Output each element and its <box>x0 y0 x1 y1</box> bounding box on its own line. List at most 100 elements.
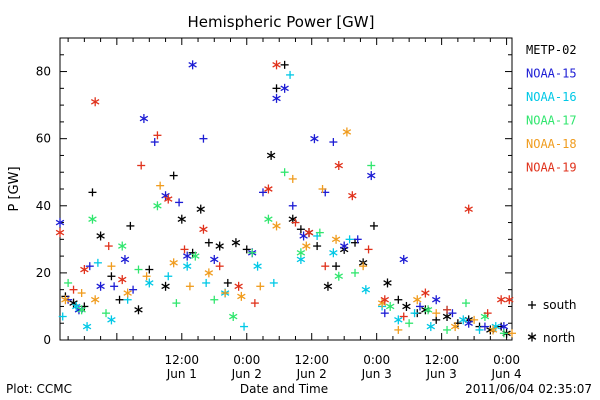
chart-title: Hemispheric Power [GW] <box>188 13 375 31</box>
data-point-north <box>96 281 105 291</box>
data-point-south <box>405 319 414 328</box>
data-point-south <box>172 299 181 308</box>
data-point-south <box>483 309 492 318</box>
data-point-north <box>339 241 349 251</box>
x-tick-date-label: Jun 1 <box>166 367 197 381</box>
x-tick-date-label: Jun 2 <box>231 367 262 381</box>
data-point-north <box>61 295 70 305</box>
data-point-north <box>329 248 338 258</box>
data-point-north <box>182 251 192 261</box>
data-point-north <box>77 305 86 315</box>
data-point-south <box>85 262 94 271</box>
data-point-south <box>110 282 119 291</box>
data-point-south <box>508 329 516 338</box>
data-point-north <box>215 241 224 251</box>
legend-south-marker <box>528 301 536 309</box>
data-point-north <box>334 271 344 281</box>
y-tick-label: 20 <box>36 266 51 280</box>
x-tick-time-label: 0:00 <box>493 353 520 367</box>
data-point-north <box>272 221 281 231</box>
data-point-north <box>402 301 411 311</box>
legend-entry: NOAA-16 <box>526 90 577 104</box>
data-point-south <box>499 329 508 338</box>
data-point-south <box>256 282 265 291</box>
legend-entry: NOAA-15 <box>526 67 577 81</box>
data-point-south <box>169 171 178 180</box>
legend-entry: METP-02 <box>526 43 577 57</box>
data-point-south <box>77 289 86 298</box>
data-point-south <box>153 131 162 140</box>
y-tick-label: 80 <box>36 65 51 79</box>
data-point-north <box>450 322 460 332</box>
data-point-north <box>264 214 273 224</box>
data-point-north <box>361 285 371 295</box>
legend-entry: NOAA-18 <box>526 137 577 151</box>
x-tick-time-label: 0:00 <box>233 353 260 367</box>
data-point-south <box>64 278 73 287</box>
data-point-south <box>126 221 135 230</box>
data-point-north <box>90 97 100 107</box>
data-point-south <box>175 198 184 207</box>
data-point-north <box>385 301 395 311</box>
data-point-south <box>359 262 368 271</box>
data-point-south <box>223 278 232 287</box>
data-point-south <box>399 312 408 321</box>
data-point-north <box>253 261 262 271</box>
data-point-south <box>185 282 194 291</box>
x-tick-date-label: Jun 2 <box>296 367 327 381</box>
data-point-north <box>399 254 408 264</box>
data-point-south <box>107 272 116 281</box>
data-point-north <box>55 228 65 238</box>
data-point-north <box>488 325 498 335</box>
plot-credit: Plot: CCMC <box>6 382 72 396</box>
data-point-south <box>461 299 470 308</box>
x-axis-label: Date and Time <box>240 382 328 396</box>
data-point-north <box>383 278 392 288</box>
data-point-north <box>90 295 100 305</box>
data-point-north <box>310 134 319 144</box>
data-point-north <box>96 231 105 241</box>
data-point-south <box>410 309 419 318</box>
data-point-south <box>69 285 78 294</box>
data-point-south <box>202 278 211 287</box>
data-point-south <box>250 299 259 308</box>
data-point-south <box>351 268 360 277</box>
data-point-north <box>82 322 92 332</box>
data-point-north <box>421 288 430 298</box>
data-point-south <box>180 245 189 254</box>
data-point-north <box>367 171 376 181</box>
data-point-south <box>369 221 378 230</box>
data-point-north <box>118 241 127 251</box>
x-tick-date-label: Jun 3 <box>426 367 457 381</box>
data-point-north <box>266 150 276 160</box>
data-point-south <box>288 201 297 210</box>
data-point-north <box>413 295 422 305</box>
data-point-north <box>145 278 154 288</box>
data-point-south <box>107 262 116 271</box>
data-point-north <box>182 261 192 271</box>
data-point-north <box>296 248 306 258</box>
data-point-north <box>426 322 436 332</box>
data-point-north <box>55 218 65 228</box>
data-point-south <box>221 289 230 298</box>
y-axis: 0 20 40 60 80 <box>36 37 512 347</box>
data-point-north <box>153 201 162 211</box>
data-point-south <box>288 174 297 183</box>
legend-north-label: north <box>543 331 575 345</box>
x-tick-time-label: 12:00 <box>164 353 199 367</box>
data-point-north <box>380 295 390 305</box>
data-point-south <box>332 262 341 271</box>
x-tick-date-label: Jun 4 <box>490 367 521 381</box>
data-point-south <box>88 188 97 197</box>
data-point-north <box>177 214 187 224</box>
data-point-north <box>228 312 238 322</box>
data-point-north <box>199 224 208 234</box>
data-point-north <box>272 60 281 70</box>
data-point-north <box>280 83 289 93</box>
data-point-north <box>331 234 341 244</box>
data-point-south <box>329 138 338 147</box>
data-point-south <box>142 272 151 281</box>
data-point-south <box>280 168 289 177</box>
y-tick-label: 60 <box>36 132 51 146</box>
